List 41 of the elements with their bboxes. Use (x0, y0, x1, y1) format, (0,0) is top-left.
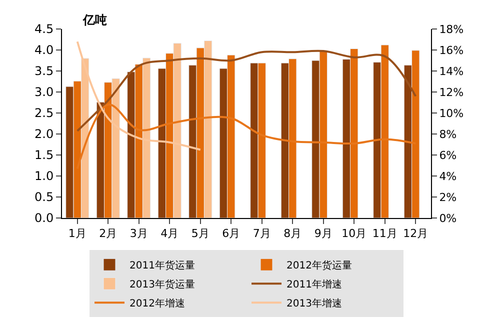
y-tick-label: 4.0 (34, 43, 54, 58)
y-axis-title: 亿吨 (82, 13, 107, 27)
y2-tick-label: 16% (439, 44, 464, 57)
x-tick-label: 10月 (342, 227, 367, 240)
y2-tick-label: 2% (439, 190, 457, 204)
y-tick-label: 2.0 (34, 127, 54, 142)
x-tick-label: 12月 (403, 227, 428, 240)
y-tick-label: 1.5 (34, 148, 54, 162)
y2-tick-label: 18% (439, 22, 464, 36)
y2-tick-label: 8% (439, 128, 457, 141)
y-tick-label: 3.5 (34, 64, 54, 78)
y-tick-label: 1.0 (34, 169, 54, 184)
x-tick-label: 2月 (99, 227, 118, 240)
x-tick-label: 1月 (68, 227, 86, 240)
y2-tick-label: 4% (439, 170, 457, 183)
legend-label: 2012年货运量 (286, 260, 352, 272)
legend-label: 2012年增速 (130, 298, 185, 310)
legend-label: 2013年货运量 (130, 278, 195, 291)
line-series (76, 104, 417, 170)
y-tick-label: 0.5 (34, 190, 54, 204)
x-tick-label: 6月 (222, 227, 240, 240)
x-tick-label: 11月 (372, 227, 398, 240)
y-tick-label: 3.0 (34, 85, 54, 100)
legend-label: 2011年增速 (286, 278, 342, 291)
legend-label: 2013年增速 (286, 298, 342, 310)
y-tick-label: 4.5 (34, 22, 54, 36)
x-tick-label: 3月 (130, 227, 148, 240)
x-tick-label: 9月 (314, 227, 332, 240)
y2-tick-label: 0% (439, 212, 457, 225)
legend-label: 2011年货运量 (130, 260, 195, 272)
y-tick-label: 2.5 (34, 106, 54, 120)
x-tick-label: 8月 (284, 227, 302, 240)
y2-tick-label: 6% (439, 148, 457, 162)
x-tick-label: 4月 (160, 227, 179, 240)
line-series (76, 50, 417, 132)
y2-tick-label: 10% (439, 106, 464, 120)
x-tick-label: 5月 (191, 227, 210, 240)
y2-tick-label: 12% (439, 86, 464, 99)
y2-tick-label: 14% (439, 64, 464, 78)
x-tick-label: 7月 (252, 227, 271, 240)
y-tick-label: 0.0 (34, 211, 54, 226)
